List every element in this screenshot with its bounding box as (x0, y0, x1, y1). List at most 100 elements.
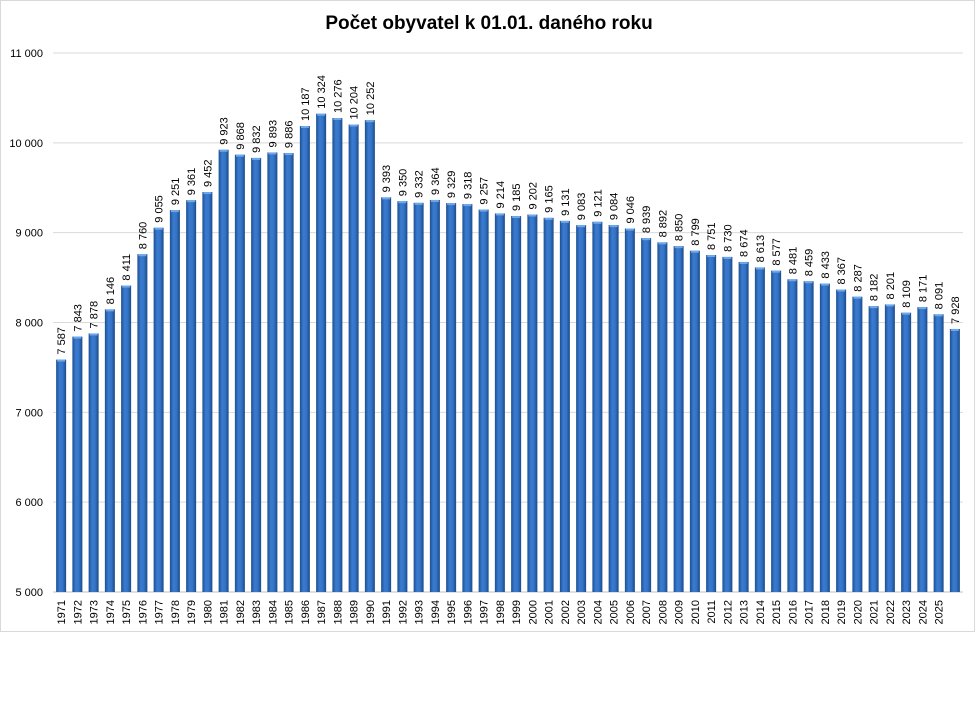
bar-top (89, 333, 98, 336)
bar (527, 214, 538, 593)
data-label: 10 252 (365, 82, 377, 116)
data-label: 8 287 (852, 264, 864, 292)
bar (169, 210, 180, 592)
chart-title: Počet obyvatel k 01.01. daného roku (325, 13, 653, 34)
bar (608, 225, 619, 592)
bar-top (73, 336, 82, 339)
x-tick-label: 2012 (722, 600, 734, 624)
bar-top (788, 279, 797, 282)
bar-top (122, 285, 131, 288)
x-tick-label: 1987 (316, 600, 328, 624)
x-tick-label: 1996 (462, 600, 474, 624)
bar-top (853, 296, 862, 299)
data-label: 8 146 (105, 277, 117, 305)
bar (852, 296, 863, 592)
bar (884, 304, 895, 592)
bar-top (57, 359, 66, 362)
data-label: 9 893 (267, 120, 279, 148)
bar-top (333, 118, 342, 121)
x-tick-label: 1983 (251, 600, 263, 624)
data-label: 8 201 (885, 272, 897, 300)
x-tick-label: 2008 (657, 600, 669, 624)
x-tick-label: 1991 (381, 600, 393, 624)
bar-top (219, 149, 228, 152)
bar (754, 267, 765, 592)
bar (348, 124, 359, 593)
x-tick-label: 2003 (576, 600, 588, 624)
x-tick-label: 1989 (349, 600, 361, 624)
x-tick-label: 1995 (446, 600, 458, 624)
data-label: 10 204 (349, 86, 361, 120)
bar (559, 220, 570, 592)
x-tick-label: 2021 (869, 600, 881, 624)
data-label: 9 055 (154, 195, 166, 223)
bar (722, 256, 733, 592)
bar-top (755, 267, 764, 270)
data-label: 8 799 (690, 218, 702, 246)
x-tick-label: 1971 (56, 600, 68, 624)
bar (56, 359, 67, 592)
x-tick-label: 1981 (219, 600, 231, 624)
data-label: 8 751 (706, 223, 718, 251)
y-tick-label: 8 000 (15, 318, 43, 330)
x-tick-label: 1985 (284, 600, 296, 624)
bar (868, 306, 879, 592)
data-label: 8 433 (820, 251, 832, 279)
bar (901, 312, 912, 592)
data-label: 9 185 (511, 184, 523, 212)
x-tick-label: 2011 (706, 600, 718, 624)
bar-top (934, 314, 943, 317)
x-tick-label: 1986 (300, 600, 312, 624)
bar (576, 225, 587, 592)
bar-top (317, 113, 326, 116)
data-label: 10 276 (332, 79, 344, 113)
chart-area (0, 0, 975, 632)
bar (267, 152, 278, 592)
bar-top (723, 256, 732, 259)
data-label: 9 361 (186, 168, 198, 196)
x-tick-label: 1977 (154, 600, 166, 624)
bar-top (690, 250, 699, 253)
bar (332, 118, 343, 592)
x-tick-label: 2015 (771, 600, 783, 624)
bar-top (447, 203, 456, 206)
x-tick-label: 1980 (202, 600, 214, 624)
data-label: 7 878 (89, 301, 101, 329)
bar (641, 238, 652, 593)
data-label: 9 329 (446, 171, 458, 199)
bar (462, 204, 473, 592)
x-tick-label: 2014 (755, 600, 767, 624)
bar-top (885, 304, 894, 307)
x-tick-label: 2002 (560, 600, 572, 624)
x-tick-label: 2000 (527, 600, 539, 624)
bar (787, 279, 798, 592)
bar (706, 255, 717, 593)
data-label: 8 367 (836, 257, 848, 285)
data-label: 9 214 (495, 181, 507, 209)
bar-top (300, 126, 309, 129)
data-label: 8 171 (917, 275, 929, 303)
x-tick-label: 1998 (495, 600, 507, 624)
bar (511, 216, 522, 593)
y-tick-label: 10 000 (9, 138, 43, 150)
bar (803, 281, 814, 592)
bar-top (577, 225, 586, 228)
x-tick-label: 2024 (917, 600, 929, 624)
bar-top (642, 238, 651, 241)
x-tick-label: 2025 (934, 600, 946, 624)
x-tick-label: 2019 (836, 600, 848, 624)
x-tick-label: 1975 (121, 600, 133, 624)
y-tick-label: 9 000 (15, 228, 43, 240)
bar (234, 154, 245, 592)
x-tick-label: 1976 (137, 600, 149, 624)
x-tick-label: 2018 (820, 600, 832, 624)
x-tick-label: 2001 (544, 600, 556, 624)
bar (738, 261, 749, 592)
x-tick-label: 2013 (739, 600, 751, 624)
bar-top (837, 289, 846, 292)
data-label: 8 577 (771, 238, 783, 266)
data-label: 9 165 (544, 185, 556, 213)
data-label: 10 187 (300, 87, 312, 121)
bar (917, 307, 928, 592)
